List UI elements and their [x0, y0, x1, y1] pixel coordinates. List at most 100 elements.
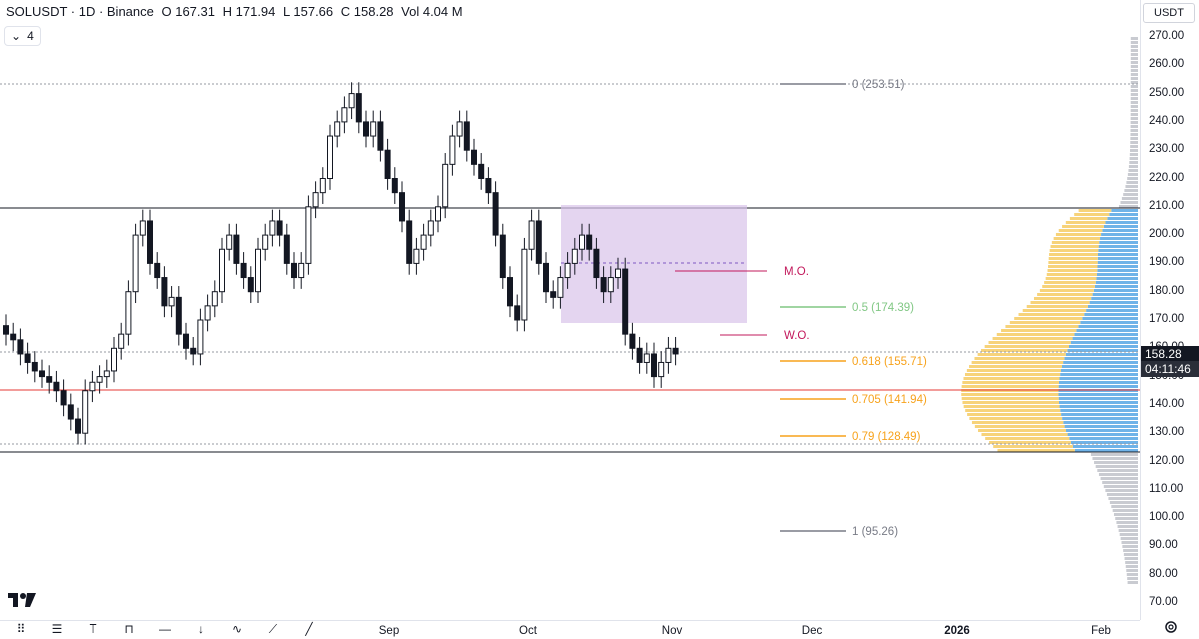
- candle-body: [276, 220, 283, 236]
- candle-body: [593, 248, 600, 279]
- curve-icon[interactable]: ∿: [231, 622, 243, 636]
- drawing-toolbar: ⠿ ☰ ⟙ ⊓ — ↓ ∿ ⟋ ╱: [0, 620, 318, 638]
- volume-bar: [1130, 77, 1138, 80]
- volume-bar-down: [1059, 405, 1138, 408]
- currency-selector[interactable]: USDT: [1143, 3, 1195, 23]
- settings-icon[interactable]: [1164, 620, 1178, 637]
- candle-body: [67, 404, 74, 420]
- price-chart[interactable]: 0 (253.51) 0.5 (174.39) 0.618 (155.71) 0.70…: [0, 0, 1140, 620]
- candle-body: [543, 262, 549, 293]
- volume-bar-down: [1078, 325, 1138, 328]
- candle-body: [463, 121, 470, 151]
- volume-bar: [1120, 537, 1138, 540]
- lines-icon[interactable]: ☰: [51, 622, 63, 636]
- volume-bar: [1116, 521, 1138, 524]
- candle-body: [629, 333, 636, 349]
- volume-bar-down: [1101, 233, 1138, 236]
- volume-bar: [1130, 145, 1138, 148]
- volume-bar-up: [1051, 241, 1100, 244]
- candle-body: [3, 325, 9, 335]
- volume-bar-down: [1059, 377, 1138, 380]
- volume-bar: [1129, 153, 1138, 156]
- volume-bar-up: [969, 417, 1063, 420]
- indicator-count: 4: [27, 29, 34, 43]
- text-cursor-icon[interactable]: ⟙: [89, 621, 97, 636]
- measure-icon[interactable]: ⊓: [124, 622, 134, 636]
- candle-body: [211, 291, 218, 307]
- candle-body: [255, 248, 261, 293]
- volume-bar: [1103, 485, 1138, 488]
- candle-body: [456, 121, 463, 137]
- volume-bar-down: [1097, 253, 1138, 256]
- low-value: L 157.66: [283, 4, 334, 19]
- candle-body: [240, 262, 247, 279]
- volume-bar: [1127, 577, 1138, 580]
- volume-bar-down: [1103, 225, 1138, 228]
- fib-level-label: 0.79 (128.49): [852, 431, 921, 443]
- candle-body: [341, 107, 348, 123]
- candle-body: [442, 163, 449, 208]
- volume-bar: [1127, 581, 1138, 584]
- volume-bar: [1126, 569, 1138, 572]
- volume-bar-down: [1072, 445, 1138, 448]
- horizontal-line-icon[interactable]: —: [159, 622, 171, 636]
- volume-bar-up: [963, 405, 1060, 408]
- volume-bar-up: [1050, 245, 1099, 248]
- grid-icon[interactable]: ⠿: [16, 622, 26, 636]
- draw-icon[interactable]: ⟋: [268, 621, 278, 636]
- price-tick: 90.00: [1149, 539, 1178, 552]
- candle-body: [435, 206, 441, 222]
- candle-body: [348, 93, 355, 109]
- candle-body: [226, 234, 233, 250]
- volume-bar-down: [1063, 421, 1138, 424]
- price-tick: 220.00: [1149, 171, 1185, 184]
- candle-body: [355, 93, 362, 123]
- symbol-label[interactable]: SOLUSDT · 1D · Binance: [6, 4, 154, 19]
- volume-bar-up: [1053, 237, 1101, 240]
- volume-bar-down: [1082, 317, 1138, 320]
- candle-body: [262, 234, 269, 250]
- volume-bar: [1095, 465, 1138, 468]
- candle-body: [219, 248, 225, 293]
- volume-bar: [1111, 505, 1138, 508]
- volume-bar-down: [1087, 305, 1138, 308]
- volume-bar: [1130, 89, 1138, 92]
- candle-body: [161, 277, 168, 307]
- chart-canvas[interactable]: 0 (253.51) 0.5 (174.39) 0.618 (155.71) 0.70…: [0, 0, 1140, 620]
- volume-bar: [1123, 193, 1138, 196]
- volume-bar: [1117, 525, 1138, 528]
- time-tick: Feb: [1091, 625, 1111, 637]
- volume-bar: [1130, 117, 1138, 120]
- tradingview-logo[interactable]: [8, 590, 38, 614]
- indicators-toggle-button[interactable]: ⌄ 4: [4, 26, 41, 46]
- candle-body: [118, 333, 125, 349]
- price-tick: 120.00: [1149, 454, 1185, 467]
- volume-bar-up: [1062, 225, 1104, 228]
- volume-bar: [1130, 101, 1138, 104]
- price-tick: 210.00: [1149, 199, 1185, 212]
- candle-body: [183, 333, 189, 349]
- volume-bar: [1129, 157, 1138, 160]
- arrow-down-icon[interactable]: ↓: [198, 622, 204, 636]
- volume-bar: [1130, 41, 1138, 44]
- volume-bar: [1118, 205, 1138, 208]
- volume-bar: [1130, 37, 1138, 40]
- volume-bar: [1130, 137, 1138, 140]
- ray-icon[interactable]: ╱: [305, 622, 313, 636]
- volume-bar-down: [1067, 433, 1138, 436]
- volume-bar-down: [1076, 329, 1138, 332]
- candle-body: [471, 149, 477, 165]
- price-axis[interactable]: 270.00 260.00 250.00 240.00 230.00 220.00 210.…: [1140, 0, 1199, 620]
- volume-value: Vol 4.04 M: [401, 4, 463, 19]
- volume-bar-down: [1064, 357, 1138, 360]
- fib-level-label: 0.5 (174.39): [852, 302, 914, 314]
- volume-bar: [1130, 125, 1138, 128]
- time-axis[interactable]: Sep Oct Nov Dec 2026 Feb: [0, 620, 1140, 639]
- volume-bar-down: [1069, 437, 1138, 440]
- volume-bar-down: [1060, 409, 1138, 412]
- price-tick: 260.00: [1149, 58, 1185, 71]
- candle-body: [665, 347, 672, 363]
- volume-bar-up: [1033, 297, 1092, 300]
- volume-bar-down: [1062, 417, 1138, 420]
- volume-bar-up: [1048, 261, 1098, 264]
